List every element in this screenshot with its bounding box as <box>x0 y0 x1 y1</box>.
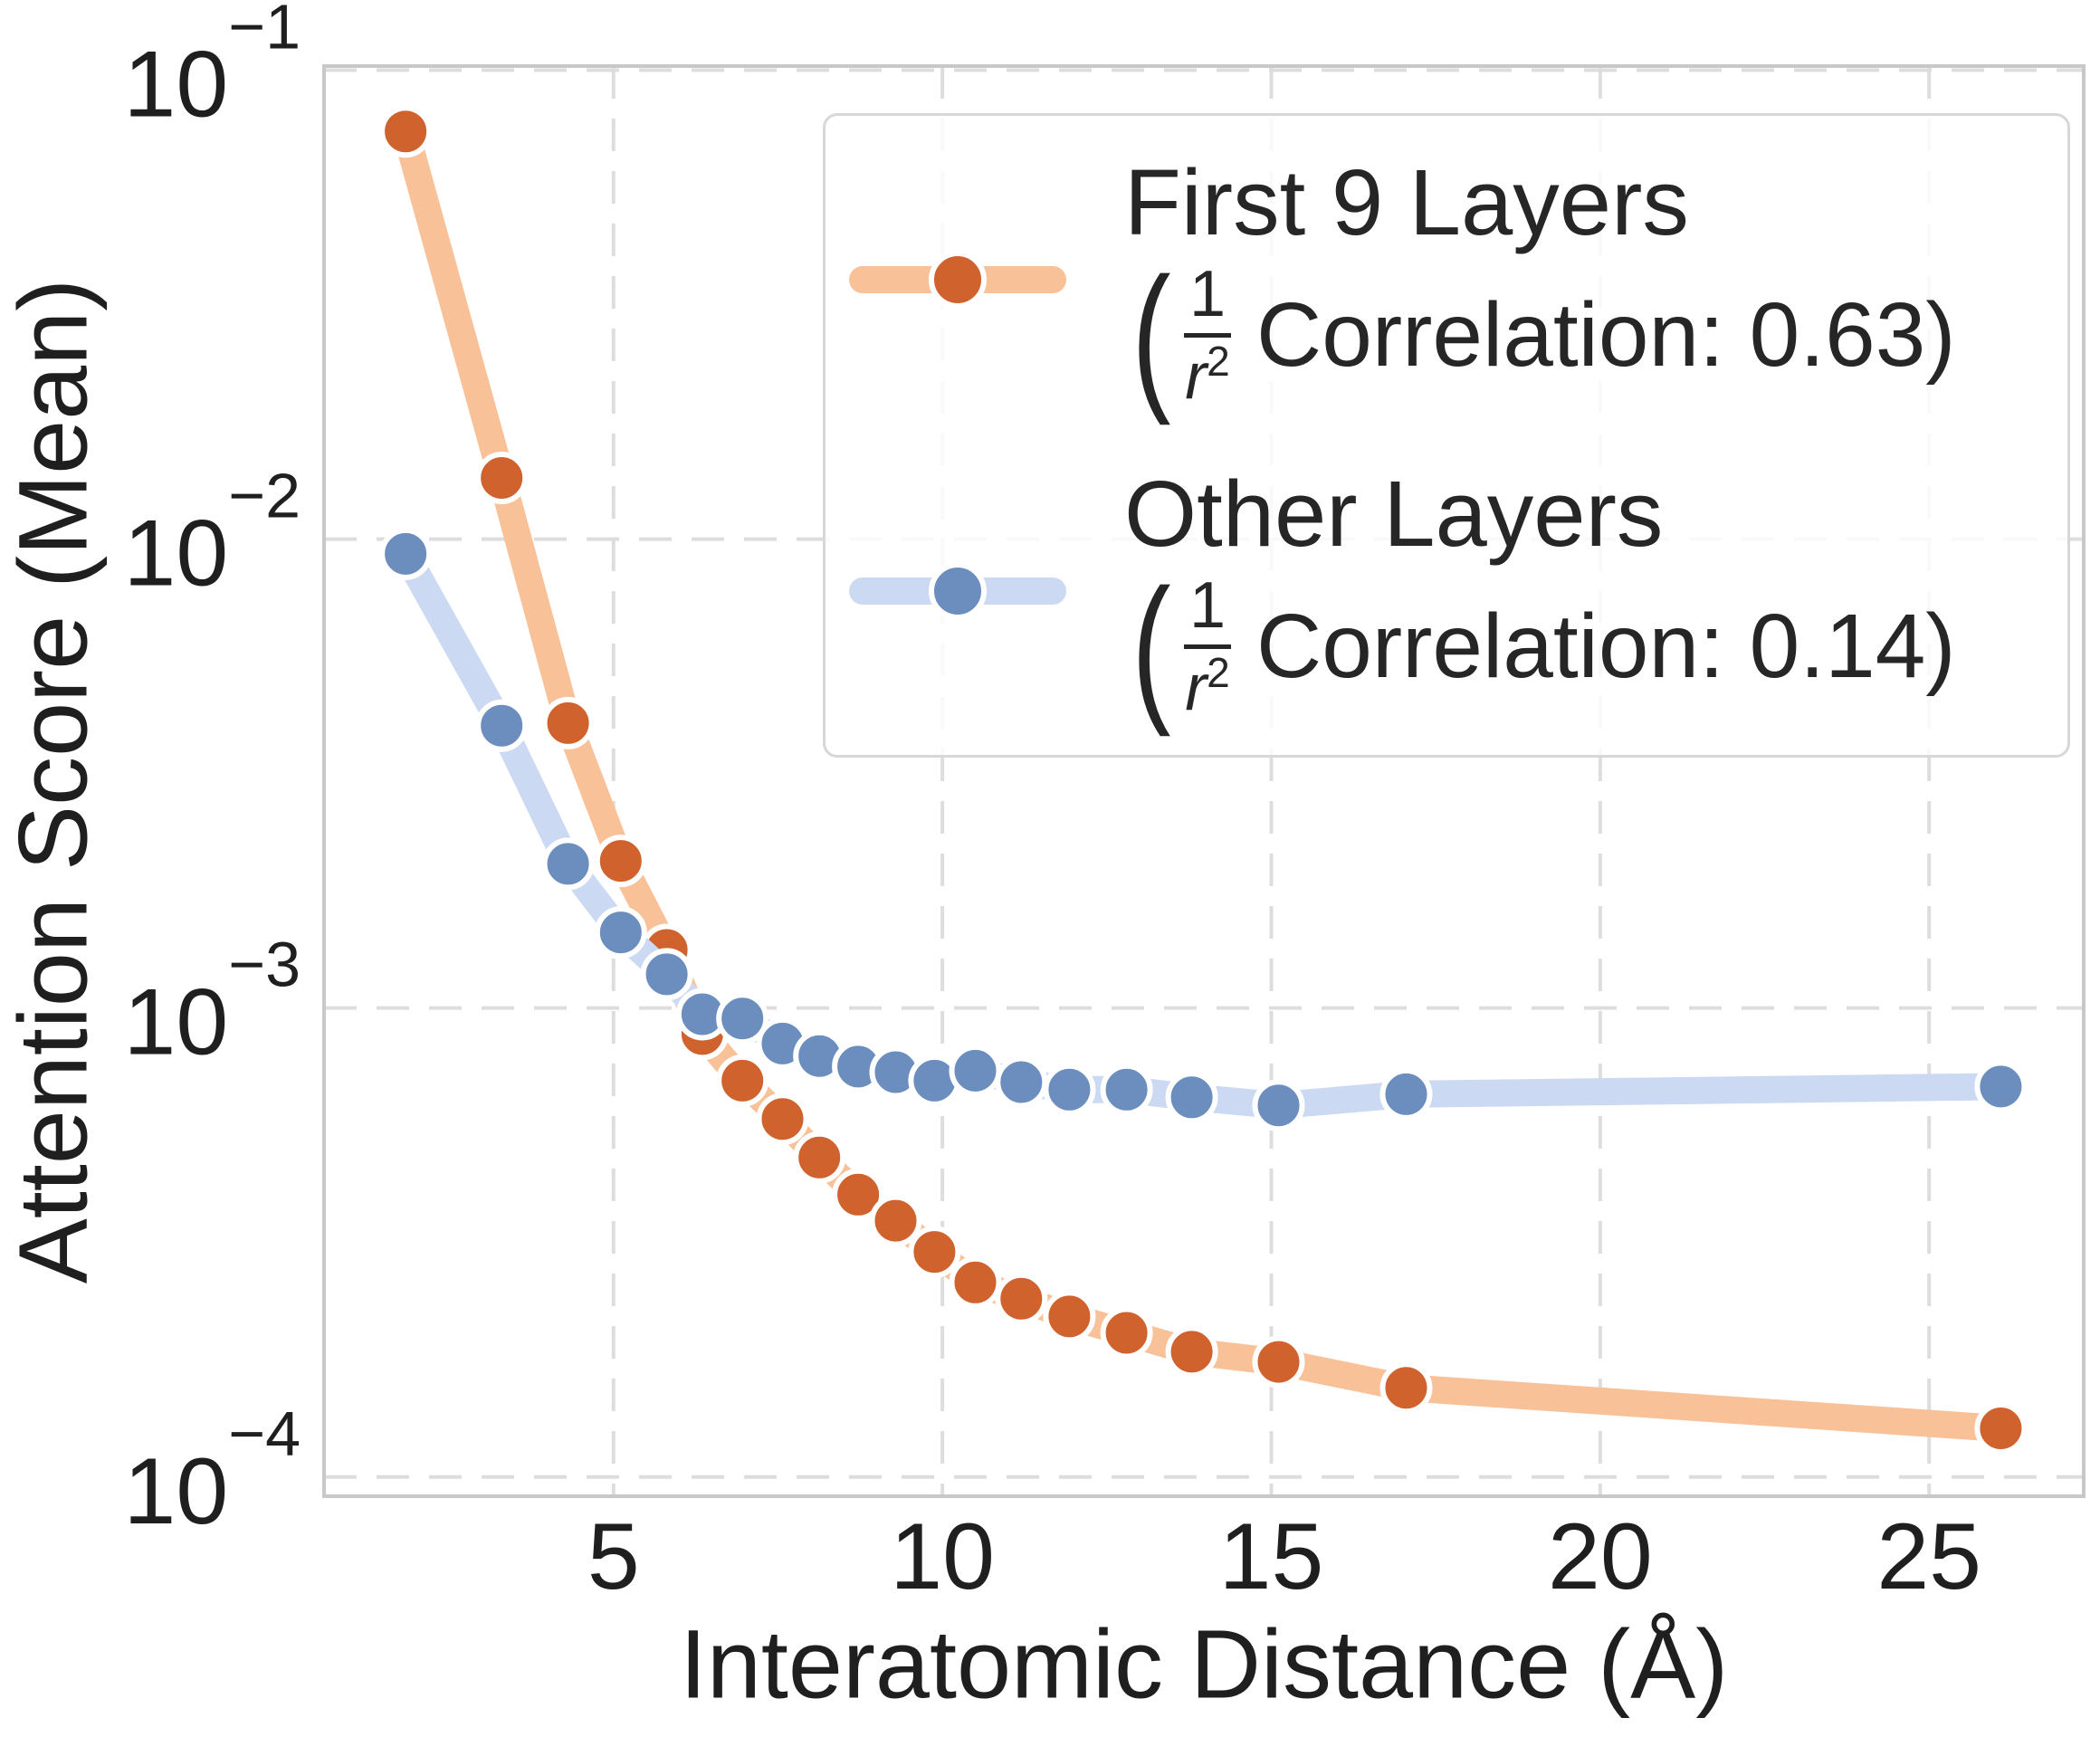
x-tick-label: 20 <box>1548 1504 1653 1609</box>
y-tick-label: 10−4 <box>124 1398 301 1544</box>
legend: First 9 Layers ( 1 r2 Correlation: 0.63)… <box>823 113 2070 758</box>
data-point <box>995 1272 1048 1325</box>
x-tick-label: 25 <box>1876 1504 1981 1609</box>
correlation-text: Correlation: 0.14) <box>1256 596 1956 698</box>
data-point <box>594 906 647 959</box>
legend-correlation-line: ( 1 r2 Correlation: 0.14) <box>1124 556 1956 739</box>
open-paren: ( <box>1131 244 1171 426</box>
legend-marker-dot <box>929 250 987 309</box>
legend-label: First 9 Layers ( 1 r2 Correlation: 0.63) <box>1124 149 1956 426</box>
legend-sample-other-layers <box>849 562 1066 621</box>
data-point <box>908 1226 961 1279</box>
plot-border <box>322 64 2086 1498</box>
data-point <box>1974 1402 2028 1455</box>
data-point <box>1379 1067 1433 1121</box>
data-point <box>379 527 433 580</box>
y-axis-label: Attention Score (Mean) <box>0 278 108 1284</box>
data-point <box>1165 1071 1218 1124</box>
data-point <box>594 835 647 888</box>
legend-marker-dot <box>929 562 987 621</box>
data-point <box>379 105 433 158</box>
data-point <box>756 1093 809 1146</box>
data-point <box>475 452 529 504</box>
data-point <box>869 1194 922 1247</box>
legend-entry-other-layers: Other Layers ( 1 r2 Correlation: 0.14) <box>849 462 2046 739</box>
data-point <box>1043 1290 1096 1343</box>
legend-entry-first-9-layers: First 9 Layers ( 1 r2 Correlation: 0.63) <box>849 149 2046 426</box>
data-point <box>640 948 693 1001</box>
data-point <box>995 1055 1048 1109</box>
series-other-layers <box>379 527 2028 1132</box>
fraction-1-over-r-squared: 1 r2 <box>1183 258 1231 413</box>
x-axis-label: Interatomic Distance (Å) <box>679 1608 1729 1719</box>
data-point <box>1100 1063 1153 1116</box>
x-tick-label: 10 <box>890 1504 995 1609</box>
legend-label: Other Layers ( 1 r2 Correlation: 0.14) <box>1124 462 1956 739</box>
x-tick-label: 15 <box>1219 1504 1324 1609</box>
data-point <box>475 699 529 752</box>
y-tick-labels: 10−1 10−2 10−3 10−4 <box>124 0 301 1544</box>
legend-sample-first-9-layers <box>849 250 1066 309</box>
x-tick-label: 5 <box>587 1504 640 1609</box>
data-point <box>1252 1079 1305 1132</box>
fraction-1-over-r-squared: 1 r2 <box>1183 569 1231 725</box>
data-point <box>1043 1063 1096 1116</box>
legend-series-name: Other Layers <box>1124 462 1664 566</box>
data-point <box>832 1168 885 1221</box>
data-point <box>1974 1060 2028 1113</box>
data-point <box>541 696 595 749</box>
data-point <box>1165 1325 1218 1379</box>
data-point <box>1100 1306 1153 1360</box>
data-point <box>1252 1335 1305 1389</box>
data-point <box>541 837 595 891</box>
y-tick-label: 10−1 <box>124 0 301 138</box>
data-point <box>716 1054 769 1107</box>
legend-series-name: First 9 Layers <box>1124 149 1689 254</box>
correlation-text: Correlation: 0.63) <box>1256 284 1956 386</box>
data-point <box>949 1044 1002 1097</box>
y-tick-label: 10−2 <box>124 461 301 606</box>
data-point <box>716 992 769 1045</box>
open-paren: ( <box>1131 556 1171 739</box>
x-tick-labels: 5 10 15 20 25 <box>587 1504 1981 1609</box>
data-point <box>793 1131 846 1184</box>
legend-correlation-line: ( 1 r2 Correlation: 0.63) <box>1124 244 1956 426</box>
y-tick-label: 10−3 <box>124 930 301 1075</box>
data-point <box>1379 1361 1433 1415</box>
data-point <box>949 1255 1002 1309</box>
